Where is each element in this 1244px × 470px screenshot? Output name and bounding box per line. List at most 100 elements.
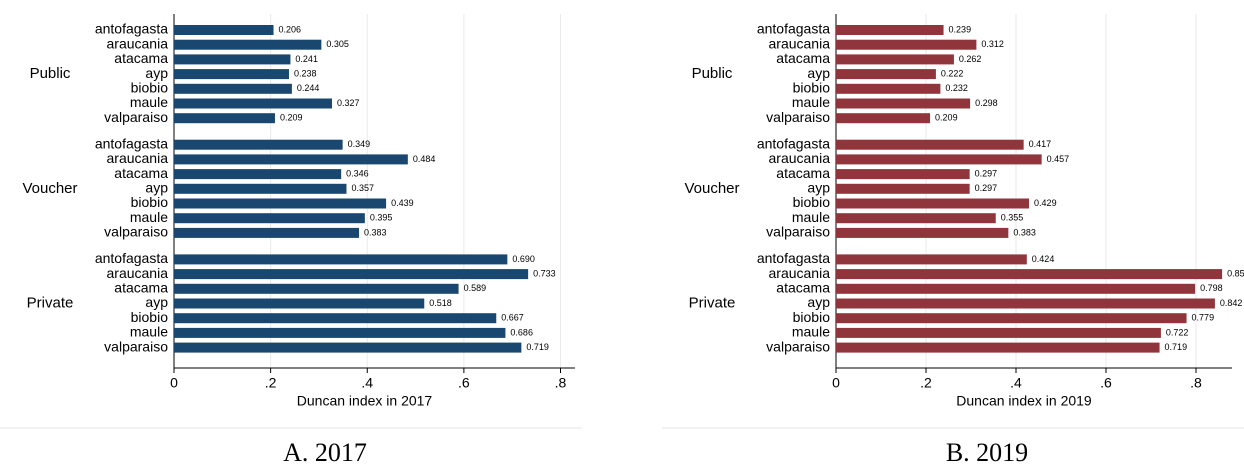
value-label: 0.349 xyxy=(348,139,371,149)
category-label: antofagasta xyxy=(757,250,830,266)
bar xyxy=(836,98,971,109)
category-label: araucania xyxy=(769,150,831,166)
bar xyxy=(836,113,931,124)
category-label: valparaiso xyxy=(104,338,168,354)
category-label: biobio xyxy=(793,80,831,96)
bar xyxy=(836,39,977,50)
bar xyxy=(174,313,497,324)
bar xyxy=(174,169,342,180)
value-label: 0.209 xyxy=(280,113,303,123)
bar xyxy=(174,327,506,338)
value-label: 0.589 xyxy=(464,283,487,293)
bar xyxy=(174,113,275,124)
value-label: 0.457 xyxy=(1047,154,1070,164)
category-label: ayp xyxy=(807,65,830,81)
value-label: 0.842 xyxy=(1220,298,1243,308)
value-label: 0.395 xyxy=(370,213,393,223)
bar xyxy=(836,269,1223,280)
category-label: antofagasta xyxy=(757,135,830,151)
bar xyxy=(174,69,289,80)
bar xyxy=(174,227,360,238)
category-label: ayp xyxy=(145,294,168,310)
bar xyxy=(836,154,1042,165)
bar xyxy=(174,54,291,65)
value-label: 0.355 xyxy=(1001,213,1024,223)
value-label: 0.357 xyxy=(351,183,374,193)
group-label: Voucher xyxy=(684,180,739,197)
value-label: 0.417 xyxy=(1029,139,1052,149)
value-label: 0.232 xyxy=(945,83,968,93)
caption: B. 2019 xyxy=(946,438,1028,467)
x-axis-label: Duncan index in 2017 xyxy=(297,393,433,409)
category-label: valparaiso xyxy=(104,224,168,240)
bar xyxy=(174,254,508,265)
bar xyxy=(836,69,936,80)
bar xyxy=(174,183,347,194)
bar xyxy=(836,25,944,35)
bar xyxy=(174,154,408,165)
category-label: antofagasta xyxy=(757,21,830,37)
value-label: 0.383 xyxy=(1013,227,1036,237)
x-tick-label: .8 xyxy=(555,375,567,391)
x-tick-label: .8 xyxy=(1190,375,1202,391)
category-label: biobio xyxy=(131,194,169,210)
category-label: maule xyxy=(130,324,168,340)
value-label: 0.667 xyxy=(501,313,524,323)
value-label: 0.383 xyxy=(364,227,387,237)
value-label: 0.222 xyxy=(941,68,964,78)
value-label: 0.690 xyxy=(512,254,535,264)
category-label: ayp xyxy=(145,180,168,196)
bar xyxy=(174,213,365,224)
category-label: valparaiso xyxy=(104,109,168,125)
value-label: 0.424 xyxy=(1032,254,1055,264)
bar xyxy=(836,254,1027,265)
group-label: Private xyxy=(689,294,736,311)
value-label: 0.858 xyxy=(1227,268,1244,278)
value-label: 0.719 xyxy=(526,342,549,352)
bar xyxy=(836,283,1196,294)
category-label: ayp xyxy=(145,65,168,81)
category-label: atacama xyxy=(776,50,830,66)
category-label: antofagasta xyxy=(95,135,168,151)
bar xyxy=(836,54,954,65)
bar xyxy=(174,298,425,309)
value-label: 0.297 xyxy=(975,183,998,193)
bar xyxy=(836,198,1030,209)
category-label: maule xyxy=(792,324,830,340)
category-label: maule xyxy=(130,209,168,225)
value-label: 0.244 xyxy=(297,83,320,93)
value-label: 0.484 xyxy=(413,154,436,164)
group-label: Voucher xyxy=(22,180,77,197)
value-label: 0.238 xyxy=(294,68,317,78)
x-tick-label: .4 xyxy=(361,375,373,391)
value-label: 0.312 xyxy=(981,39,1004,49)
group-label: Public xyxy=(692,65,733,82)
value-label: 0.297 xyxy=(975,168,998,178)
bar xyxy=(836,342,1160,353)
category-label: maule xyxy=(792,94,830,110)
category-label: atacama xyxy=(114,165,168,181)
category-label: atacama xyxy=(114,50,168,66)
category-label: biobio xyxy=(793,194,831,210)
category-label: atacama xyxy=(776,165,830,181)
bar xyxy=(174,25,274,35)
category-label: araucania xyxy=(107,265,169,281)
value-label: 0.439 xyxy=(391,198,414,208)
bar xyxy=(836,298,1215,309)
value-label: 0.722 xyxy=(1166,327,1189,337)
x-tick-label: .2 xyxy=(265,375,277,391)
value-label: 0.518 xyxy=(429,298,452,308)
category-label: antofagasta xyxy=(95,250,168,266)
value-label: 0.733 xyxy=(533,268,556,278)
value-label: 0.241 xyxy=(295,54,318,64)
bar xyxy=(174,83,292,94)
x-axis-label: Duncan index in 2019 xyxy=(956,393,1092,409)
value-label: 0.298 xyxy=(975,98,998,108)
category-label: atacama xyxy=(114,280,168,296)
category-label: araucania xyxy=(769,35,831,51)
value-label: 0.346 xyxy=(346,168,369,178)
category-label: araucania xyxy=(107,35,169,51)
x-tick-label: 0 xyxy=(170,375,178,391)
value-label: 0.206 xyxy=(279,24,302,34)
